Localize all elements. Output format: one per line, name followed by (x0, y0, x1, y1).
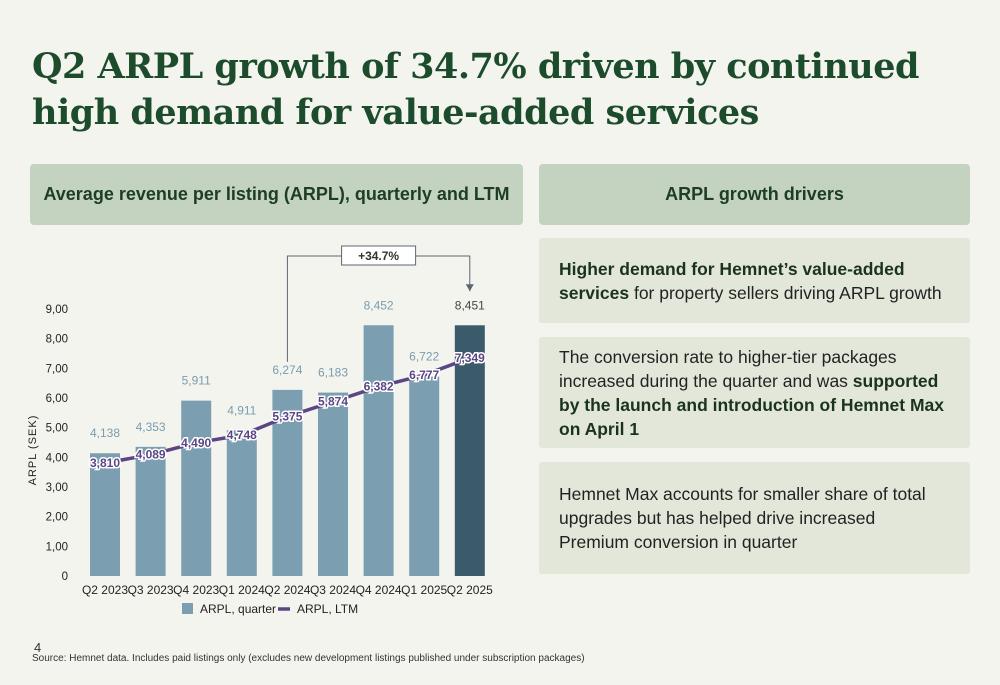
driver-card-2-plain: The conversion rate to higher-tier packa… (559, 346, 897, 391)
ltm-value-label-1: 4,089 (136, 448, 166, 462)
x-tick-label-6: Q4 2024 (356, 583, 402, 597)
x-tick-label-2: Q4 2023 (173, 583, 219, 597)
drivers-panel-header-text: ARPL growth drivers (665, 184, 844, 204)
y-tick-label-5: 5,00 (46, 423, 68, 435)
y-tick-label-6: 6,00 (46, 393, 68, 405)
ltm-value-label-6: 6,382 (364, 380, 394, 394)
growth-box (341, 245, 417, 266)
growth-arrow-head (465, 284, 474, 292)
driver-card-2-bold: supported by the launch and introduction… (559, 370, 945, 439)
driver-card-2-text: The conversion rate to higher-tier packa… (559, 345, 950, 441)
driver-card-3: Hemnet Max accounts for smaller share of… (539, 462, 970, 574)
bar-q4-2023 (181, 400, 212, 576)
page-title: Q2 ARPL growth of 34.7% driven by contin… (32, 46, 919, 133)
chart-panel-header: Average revenue per listing (ARPL), quar… (30, 164, 523, 225)
y-tick-label-1: 1,00 (46, 541, 68, 553)
x-tick-label-5: Q3 2024 (310, 583, 356, 597)
bar-q3-2024 (318, 392, 348, 576)
driver-card-1-bold: Higher demand for Hemnet’s value-added s… (559, 258, 905, 303)
bar-value-label-3: 4,911 (227, 403, 256, 417)
ltm-line (104, 356, 471, 465)
ltm-value-label-5: 5,874 (318, 395, 348, 409)
ltm-value-label-7: 6,777 (409, 368, 439, 382)
source-note: Source: Hemnet data. Includes paid listi… (32, 653, 585, 664)
y-tick-label-7: 7,00 (46, 363, 68, 375)
bar-q4-2024 (363, 325, 394, 576)
bar-value-label-7: 6,722 (409, 350, 439, 364)
growth-annotation-label: +34.7% (358, 249, 399, 263)
bar-value-label-6: 8,452 (364, 298, 394, 312)
bar-q3-2023 (135, 446, 166, 576)
driver-card-1-plain: for property sellers driving ARPL growth (633, 282, 942, 303)
driver-card-1: Higher demand for Hemnet’s value-added s… (539, 238, 970, 323)
bar-value-label-0: 4,138 (90, 426, 120, 440)
y-tick-label-4: 4,00 (46, 452, 68, 464)
legend-label-quarter: ARPL, quarter (200, 602, 276, 616)
bar-value-label-1: 4,353 (136, 420, 166, 434)
legend-swatch-quarter (182, 603, 193, 614)
bar-value-label-2: 5,911 (182, 374, 211, 388)
ltm-value-label-0: 3,810 (90, 456, 120, 470)
y-tick-label-0: 0 (62, 571, 68, 583)
bar-q1-2024 (226, 430, 257, 576)
bar-value-label-4: 6,274 (272, 363, 302, 377)
bar-q2-2023 (90, 453, 120, 576)
x-tick-label-3: Q1 2024 (219, 583, 265, 597)
page-number: 4 (34, 640, 42, 655)
ltm-value-label-2: 4,490 (181, 436, 211, 450)
x-tick-label-1: Q3 2023 (128, 583, 174, 597)
ltm-value-label-3: 4,748 (227, 428, 257, 442)
bar-q1-2025 (409, 376, 440, 576)
x-tick-label-8: Q2 2025 (447, 583, 493, 597)
driver-card-1-text: Higher demand for Hemnet’s value-added s… (559, 257, 950, 305)
x-tick-label-4: Q2 2024 (264, 583, 310, 597)
y-tick-label-3: 3,00 (46, 482, 68, 494)
drivers-panel-header: ARPL growth drivers (539, 164, 970, 225)
arpl-chart: 0 1,00 2,00 3,00 4,00 5,00 6,00 7,00 8,00 9,00 ARP… (27, 245, 493, 616)
chart-panel-header-text: Average revenue per listing (ARPL), quar… (43, 184, 510, 204)
bar-value-label-5: 6,183 (318, 366, 348, 380)
y-tick-label-8: 8,00 (46, 334, 68, 346)
ltm-value-label-8: 7,349 (455, 351, 485, 365)
legend-label-ltm: ARPL, LTM (297, 602, 358, 616)
ltm-value-label-4: 5,375 (272, 410, 302, 424)
x-tick-label-7: Q1 2025 (401, 583, 447, 597)
y-tick-label-2: 2,00 (46, 512, 68, 524)
driver-card-2: The conversion rate to higher-tier packa… (539, 337, 970, 448)
y-tick-label-9: 9,00 (46, 304, 68, 316)
bar-q2-2025 (454, 325, 485, 576)
bar-value-label-8: 8,451 (455, 298, 485, 312)
driver-card-3-plain: Hemnet Max accounts for smaller share of… (559, 484, 926, 552)
x-tick-label-0: Q2 2023 (82, 583, 128, 597)
y-axis-label: ARPL (SEK) (27, 415, 39, 486)
